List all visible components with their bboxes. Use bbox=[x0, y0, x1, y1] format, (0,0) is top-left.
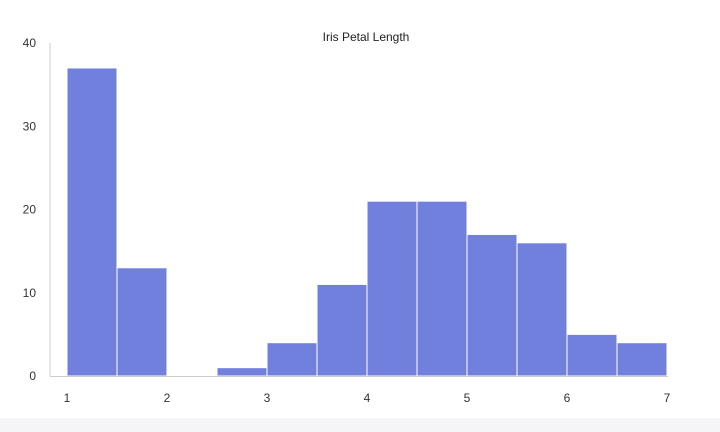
x-tick-label: 4 bbox=[364, 391, 371, 405]
chart-title: Iris Petal Length bbox=[322, 30, 410, 44]
y-tick-label: 30 bbox=[23, 119, 37, 133]
axes-group bbox=[49, 43, 668, 377]
y-tick-label: 40 bbox=[23, 36, 37, 50]
x-tick-label: 6 bbox=[564, 391, 571, 405]
y-tick-label: 10 bbox=[23, 286, 37, 300]
bottom-band bbox=[0, 418, 720, 432]
y-tick-label: 20 bbox=[23, 203, 37, 217]
x-tick-labels: 1 2 3 4 5 6 7 bbox=[64, 391, 671, 405]
histogram-bar bbox=[366, 200, 418, 377]
histogram-bar bbox=[216, 367, 268, 377]
histogram-bar bbox=[316, 283, 368, 377]
x-tick-label: 7 bbox=[664, 391, 671, 405]
histogram-bar bbox=[116, 267, 168, 377]
x-tick-label: 2 bbox=[164, 391, 171, 405]
histogram-bar bbox=[616, 342, 668, 377]
histogram-bar bbox=[466, 233, 518, 377]
y-tick-labels: 0 10 20 30 40 bbox=[23, 36, 37, 383]
bars-group bbox=[66, 67, 668, 377]
x-tick-label: 5 bbox=[464, 391, 471, 405]
x-tick-label: 1 bbox=[64, 391, 71, 405]
histogram-bar bbox=[66, 67, 118, 377]
histogram-bar bbox=[416, 200, 468, 377]
histogram-bar bbox=[266, 342, 318, 377]
histogram-bar bbox=[516, 242, 568, 377]
histogram-bar bbox=[566, 333, 618, 377]
y-tick-label: 0 bbox=[29, 369, 36, 383]
x-tick-label: 3 bbox=[264, 391, 271, 405]
